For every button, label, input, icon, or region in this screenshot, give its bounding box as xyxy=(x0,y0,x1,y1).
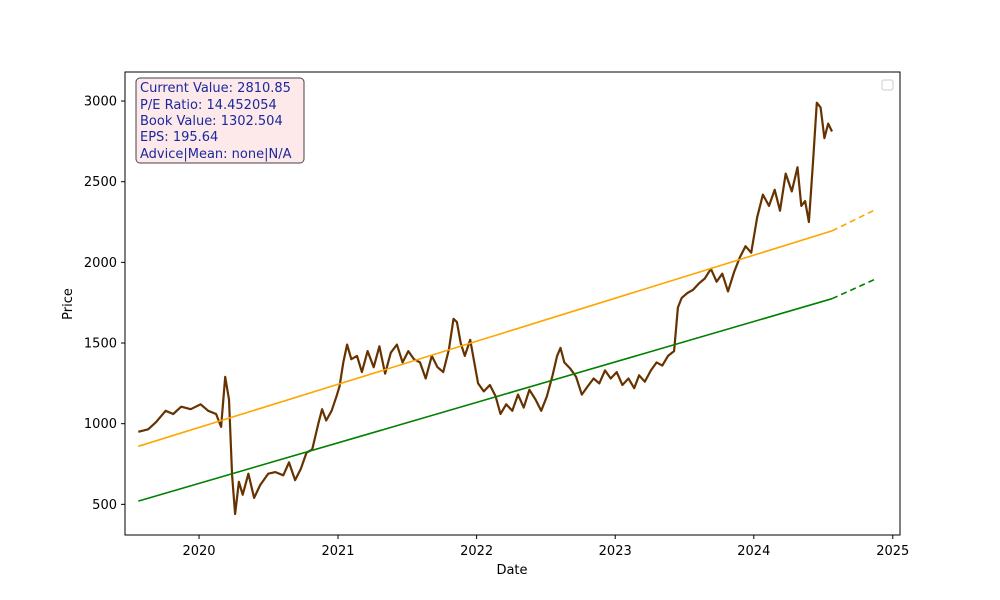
upper-trend-line-solid-1 xyxy=(138,230,833,448)
x-axis: 2020 2021 2022 2023 2024 2025 xyxy=(182,535,909,559)
x-tick-label-2020: 2020 xyxy=(182,544,215,559)
x-tick-label-2021: 2021 xyxy=(321,544,354,559)
x-tick-label-2025: 2025 xyxy=(876,544,909,559)
y-tick-label-2500: 2500 xyxy=(84,175,117,190)
y-tick-label-1000: 1000 xyxy=(84,417,117,432)
y-tick-label-500: 500 xyxy=(92,498,117,513)
x-tick-label-2022: 2022 xyxy=(460,544,493,559)
info-current-value: Current Value: 2810.85 xyxy=(140,81,291,96)
info-box-background xyxy=(135,77,305,164)
info-eps: EPS: 195.64 xyxy=(140,130,218,145)
info-pe-ratio: P/E Ratio: 14.452054 xyxy=(140,98,277,113)
x-tick-label-2023: 2023 xyxy=(599,544,632,559)
y-tick-label-3000: 3000 xyxy=(84,95,117,110)
upper-trend-line-dashed-2 xyxy=(831,209,876,232)
lower-trend-line-solid-3 xyxy=(138,297,833,502)
info-book-value: Book Value: 1302.504 xyxy=(140,114,283,129)
series-layer xyxy=(138,101,876,516)
lower-trend-line-dashed-4 xyxy=(831,278,876,300)
legend-box xyxy=(881,79,894,91)
x-tick-label-2024: 2024 xyxy=(737,544,770,559)
plot-frame xyxy=(124,71,901,536)
y-axis: 500 1000 1500 2000 2500 3000 xyxy=(84,95,125,513)
info-box: Current Value: 2810.85 P/E Ratio: 14.452… xyxy=(135,77,305,164)
info-advice-mean: Advice|Mean: none|N/A xyxy=(140,147,292,162)
x-axis-label: Date xyxy=(496,563,527,578)
y-tick-label-1500: 1500 xyxy=(84,337,117,352)
y-axis-label: Price xyxy=(61,288,76,320)
y-tick-label-2000: 2000 xyxy=(84,256,117,271)
